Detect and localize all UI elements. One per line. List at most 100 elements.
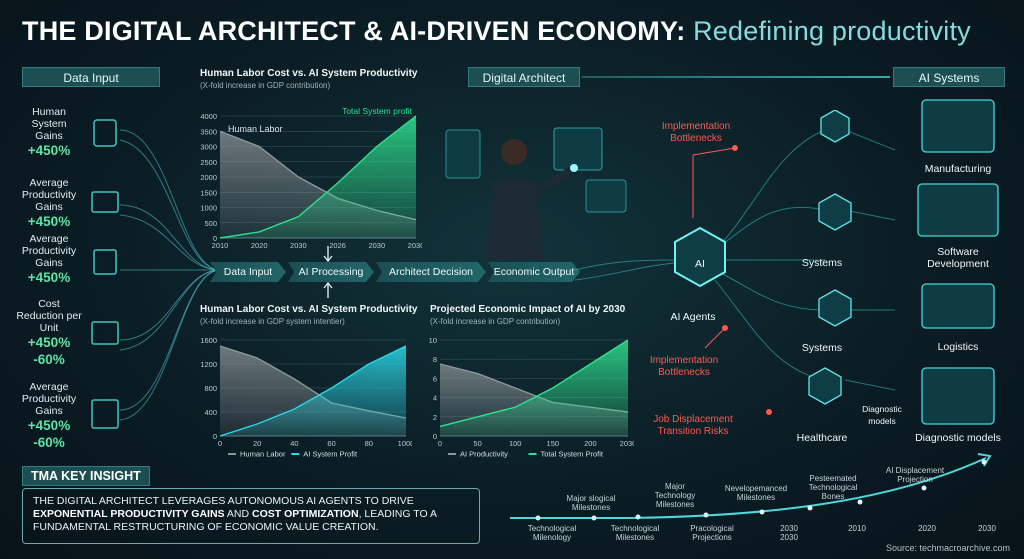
insight-tag: TMA KEY INSIGHT <box>22 466 150 486</box>
chart3: 02468100501001502002030AI ProductivityTo… <box>429 336 634 459</box>
node-label-healthcare: Healthcare <box>796 432 848 444</box>
y-tick-label: 2 <box>433 413 437 422</box>
red-label-job-displacement: Job Displacement Transition Risks <box>653 414 733 437</box>
growth-chart-icon <box>91 399 119 429</box>
red-label-bottlenecks-2: Implementation Bottlenecks <box>649 355 719 378</box>
left-item-5: Average Productivity Gains +450% -60% <box>8 381 90 451</box>
flow-step-ai-processing: AI Processing <box>288 262 374 282</box>
insight-box: THE DIGITAL ARCHITECT LEVERAGES AUTONOMO… <box>22 488 480 544</box>
node-cube-icon <box>818 289 852 327</box>
flow-step-economic-output: Economic Output <box>488 262 580 282</box>
process-flow: Data Input AI Processing Architect Decis… <box>210 262 580 282</box>
legend-label: Total System Profit <box>541 450 604 459</box>
node-label-systems-2: Systems <box>801 342 843 354</box>
ai-system-software-development: Software Development <box>927 246 989 270</box>
header-connector-line <box>582 76 890 78</box>
series-line-1 <box>439 339 629 428</box>
timeline-top-label-4: Pesteemated Technological Bones <box>808 474 858 501</box>
x-tick-label: 0 <box>438 439 442 448</box>
x-tick-label: 1000 <box>398 439 412 448</box>
insight-bold: EXPONENTIAL PRODUCTIVITY GAINS <box>33 508 225 520</box>
series-area-1 <box>220 116 416 238</box>
holo-panel-icon <box>585 179 627 213</box>
holo-chart-panel-icon <box>553 127 603 171</box>
timeline-bottom-label-3: Pracological Projections <box>690 524 734 542</box>
left-item-value: +450% <box>27 418 71 433</box>
left-item-label: Average Productivity Gains <box>21 177 77 213</box>
y-tick-label: 6 <box>433 374 437 383</box>
left-icons <box>91 119 119 429</box>
y-tick-label: 1200 <box>200 360 217 369</box>
y-tick-label: 0 <box>433 432 437 441</box>
node-cube-icon <box>808 367 842 405</box>
x-tick-label: 0 <box>218 439 222 448</box>
ai-systems-icons <box>917 99 999 425</box>
y-tick-label: 1000 <box>200 204 217 213</box>
ai-system-logistics: Logistics <box>937 341 979 353</box>
flow-step-architect-decision: Architect Decision <box>376 262 486 282</box>
source-credit: Source: techmacroarchive.com <box>885 543 1010 553</box>
insight-text: THE DIGITAL ARCHITECT LEVERAGES AUTONOMO… <box>33 495 414 507</box>
input-flow-lines <box>120 129 220 421</box>
chart3-subtitle: (X-fold increase in GDP contribution) <box>430 317 561 326</box>
ai-network <box>575 110 896 415</box>
y-tick-label: 0 <box>213 234 217 243</box>
annotation-total-profit: Total System profit <box>342 106 413 116</box>
left-item-3: Average Productivity Gains +450% <box>8 233 90 286</box>
cubes-icon <box>93 249 117 275</box>
timeline-top-label-3: Nevelopemanced Milestones <box>724 484 788 502</box>
timeline-bottom-label-2: Technological Milestones <box>610 524 660 542</box>
header-data-input: Data Input <box>22 67 160 87</box>
series-line-1 <box>219 345 407 437</box>
left-item-value: -60% <box>33 352 65 367</box>
y-tick-label: 4000 <box>200 112 217 121</box>
timeline-bottom-label-7: 2030 <box>978 524 996 533</box>
x-tick-label: 2020 <box>251 241 268 248</box>
diagnostic-models-small-label: Diagnostic models <box>862 404 902 426</box>
red-dot-icon <box>722 325 728 331</box>
x-tick-label: 200 <box>584 439 597 448</box>
node-cube-icon <box>820 110 850 143</box>
y-tick-label: 800 <box>204 384 217 393</box>
left-item-2: Average Productivity Gains +450% <box>8 177 90 230</box>
bar-chart-icon <box>91 191 119 213</box>
left-item-value: +450% <box>27 214 71 229</box>
left-item-value: -60% <box>33 435 65 450</box>
ai-system-manufacturing: Manufacturing <box>924 163 992 175</box>
header-ai-systems: AI Systems <box>893 67 1005 87</box>
robot-arm-icon <box>93 119 117 147</box>
legend-label: Human Labor <box>240 450 286 459</box>
series-area-1 <box>220 346 406 436</box>
digital-architect-figure <box>445 127 627 260</box>
title-subtitle: Redefining productivity <box>693 16 971 46</box>
timeline-bottom-label-5: 2010 <box>848 524 866 533</box>
timeline <box>510 453 992 521</box>
left-item-label: Average Productivity Gains <box>21 233 77 269</box>
machine-icon <box>91 321 119 345</box>
x-tick-label: 2030 <box>368 241 385 248</box>
x-tick-label: 60 <box>327 439 335 448</box>
y-tick-label: 1500 <box>200 188 217 197</box>
chart1: 0 500 1000 1500 2000 2500 3000 3500 4000 2010 2020… <box>200 106 422 248</box>
y-tick-label: 4 <box>433 394 437 403</box>
arrow-up-icon <box>323 281 333 298</box>
ai-agents-label: AI Agents <box>670 311 716 323</box>
timeline-bottom-label-1: Technological Milenology <box>527 524 577 542</box>
left-item-label: Average Productivity Gains <box>21 381 77 417</box>
x-tick-label: 80 <box>365 439 373 448</box>
red-label-bottlenecks-1: Implementation Bottlenecks <box>661 121 731 144</box>
y-tick-label: 2000 <box>200 173 217 182</box>
left-item-label: Cost Reduction per Unit <box>16 298 82 334</box>
chart2-title: Human Labor Cost vs. AI System Productiv… <box>200 304 418 315</box>
x-tick-label: 20 <box>253 439 261 448</box>
legend-label: AI Productivity <box>460 450 508 459</box>
chart1-subtitle: (X-fold increase in GDP contribution) <box>200 81 331 90</box>
y-tick-label: 3000 <box>200 143 217 152</box>
y-tick-label: 3500 <box>200 127 217 136</box>
timeline-bottom-label-6: 2020 <box>918 524 936 533</box>
chart3-title: Projected Economic Impact of AI by 2030 <box>430 304 626 315</box>
chart1-title: Human Labor Cost vs. AI System Productiv… <box>200 68 418 79</box>
y-tick-label: 10 <box>429 336 437 345</box>
header-digital-architect: Digital Architect <box>468 67 580 87</box>
annotation-human-labor: Human Labor <box>228 124 283 134</box>
